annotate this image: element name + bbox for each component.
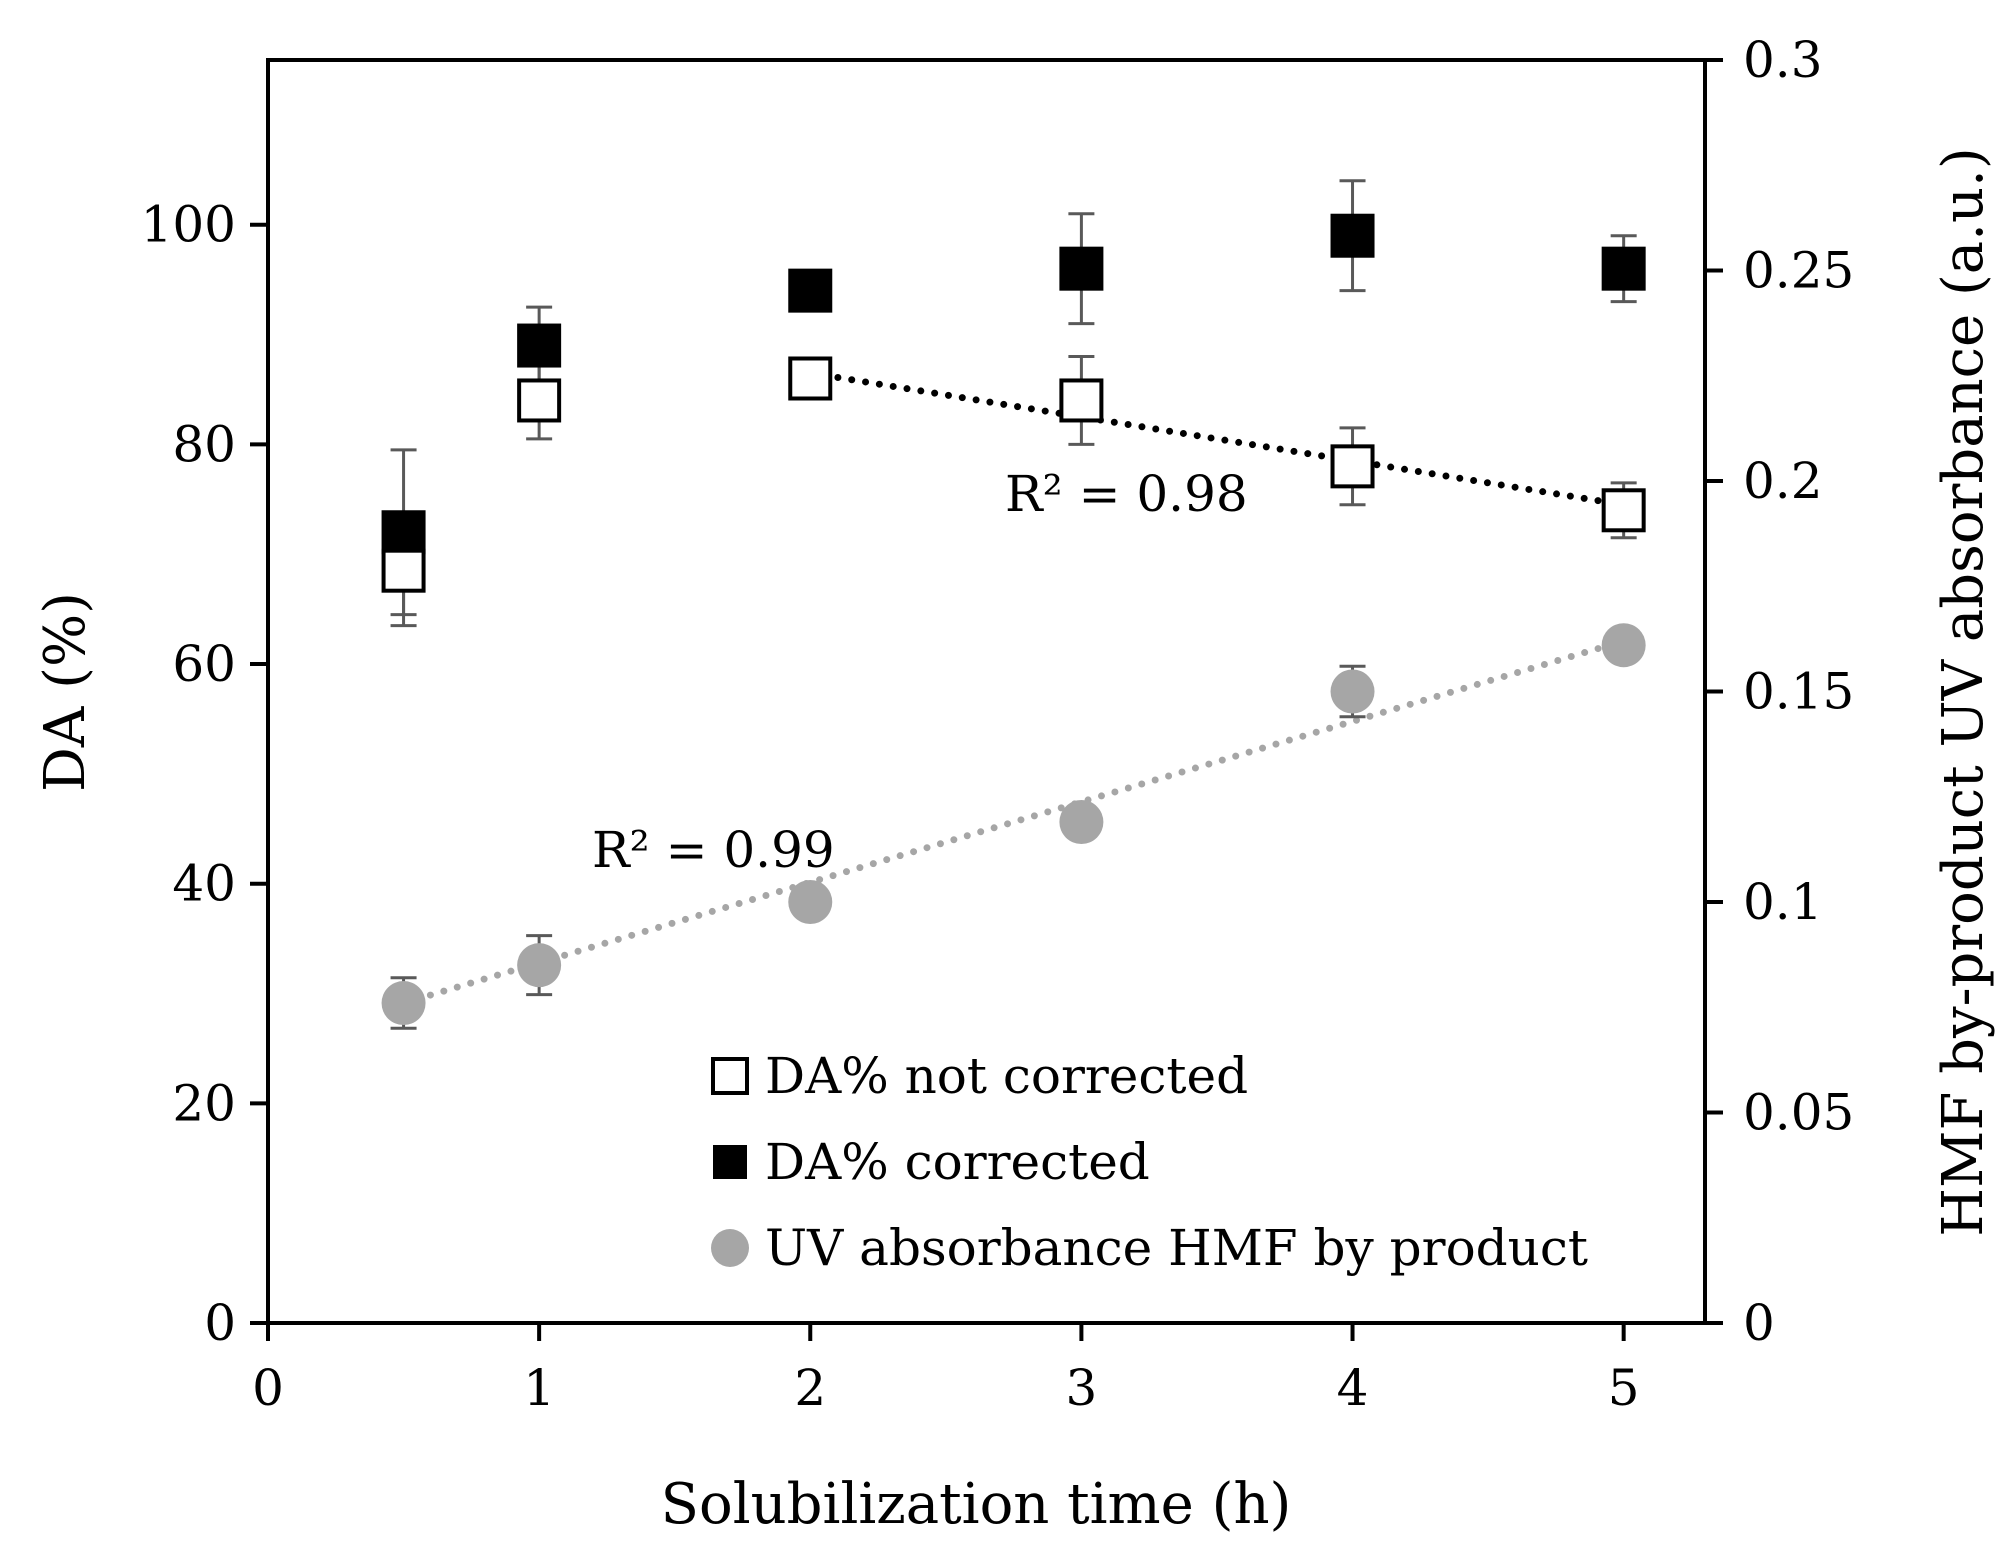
annotation-r2-uv: R² = 0.99 (592, 821, 835, 879)
data-point-uv (788, 880, 833, 924)
trendlines (400, 369, 1628, 1007)
data-point-corrected (1601, 246, 1646, 291)
data-point-not-corrected (381, 548, 426, 593)
x-axis-title: Solubilization time (h) (661, 1472, 1292, 1537)
y-tick-label: 80 (172, 415, 236, 473)
y2-tick-label: 0.2 (1743, 452, 1823, 510)
x-tick-label: 0 (252, 1359, 284, 1417)
data-points (381, 213, 1646, 1026)
data-point-uv (1059, 800, 1104, 845)
legend-marker-corrected (713, 1145, 747, 1179)
data-point-not-corrected (1601, 488, 1646, 533)
y2-tick-label: 0.1 (1743, 873, 1823, 931)
legend-label-corrected: DA% corrected (765, 1133, 1150, 1191)
y-tick-label: 40 (172, 855, 236, 913)
data-point-not-corrected (1059, 378, 1104, 423)
data-point-not-corrected (1330, 444, 1375, 489)
data-point-uv (517, 943, 562, 988)
legend-label-uv: UV absorbance HMF by product (765, 1219, 1588, 1277)
x-tick-label: 3 (1065, 1359, 1097, 1417)
data-point-corrected (517, 323, 562, 368)
y-tick-label: 20 (172, 1074, 236, 1132)
y2-tick-label: 0.15 (1743, 663, 1854, 721)
data-point-not-corrected (788, 356, 833, 401)
y2-axis-title: HMF by-product UV absorbance (a.u.) (1931, 147, 1996, 1236)
axis-ticks: 0 1 2 3 4 5 0 20 40 60 80 100 0 0.05 0.1 0.15 0.2 0.25 0.3 (141, 31, 1855, 1417)
legend-label-not-corrected: DA% not corrected (765, 1047, 1248, 1105)
x-tick-label: 4 (1337, 1359, 1369, 1417)
annotation-r2-not-corrected: R² = 0.98 (1005, 465, 1248, 523)
legend-marker-uv (711, 1229, 749, 1267)
error-bars (390, 179, 1637, 1030)
data-point-uv (381, 981, 426, 1026)
data-point-corrected (1330, 213, 1375, 258)
data-point-corrected (1059, 246, 1104, 291)
y2-tick-label: 0.25 (1743, 242, 1854, 300)
data-point-corrected (381, 510, 426, 555)
x-tick-label: 2 (794, 1359, 826, 1417)
y-tick-label: 100 (141, 196, 236, 254)
y2-tick-label: 0.3 (1743, 31, 1823, 89)
x-tick-label: 5 (1608, 1359, 1640, 1417)
data-point-uv (1601, 623, 1646, 668)
trendline (400, 637, 1628, 1007)
y-axis-title: DA (%) (33, 592, 98, 792)
y-tick-label: 60 (172, 635, 236, 693)
trendline (806, 369, 1628, 509)
x-tick-label: 1 (523, 1359, 555, 1417)
data-point-uv (1330, 669, 1375, 714)
data-point-corrected (788, 268, 833, 313)
y2-tick-label: 0 (1743, 1294, 1775, 1352)
y2-tick-label: 0.05 (1743, 1084, 1854, 1142)
y-tick-label: 0 (204, 1294, 236, 1352)
legend-marker-not-corrected (711, 1057, 749, 1095)
data-point-not-corrected (517, 378, 562, 423)
legend: DA% not corrected DA% corrected UV absor… (711, 1047, 1588, 1277)
